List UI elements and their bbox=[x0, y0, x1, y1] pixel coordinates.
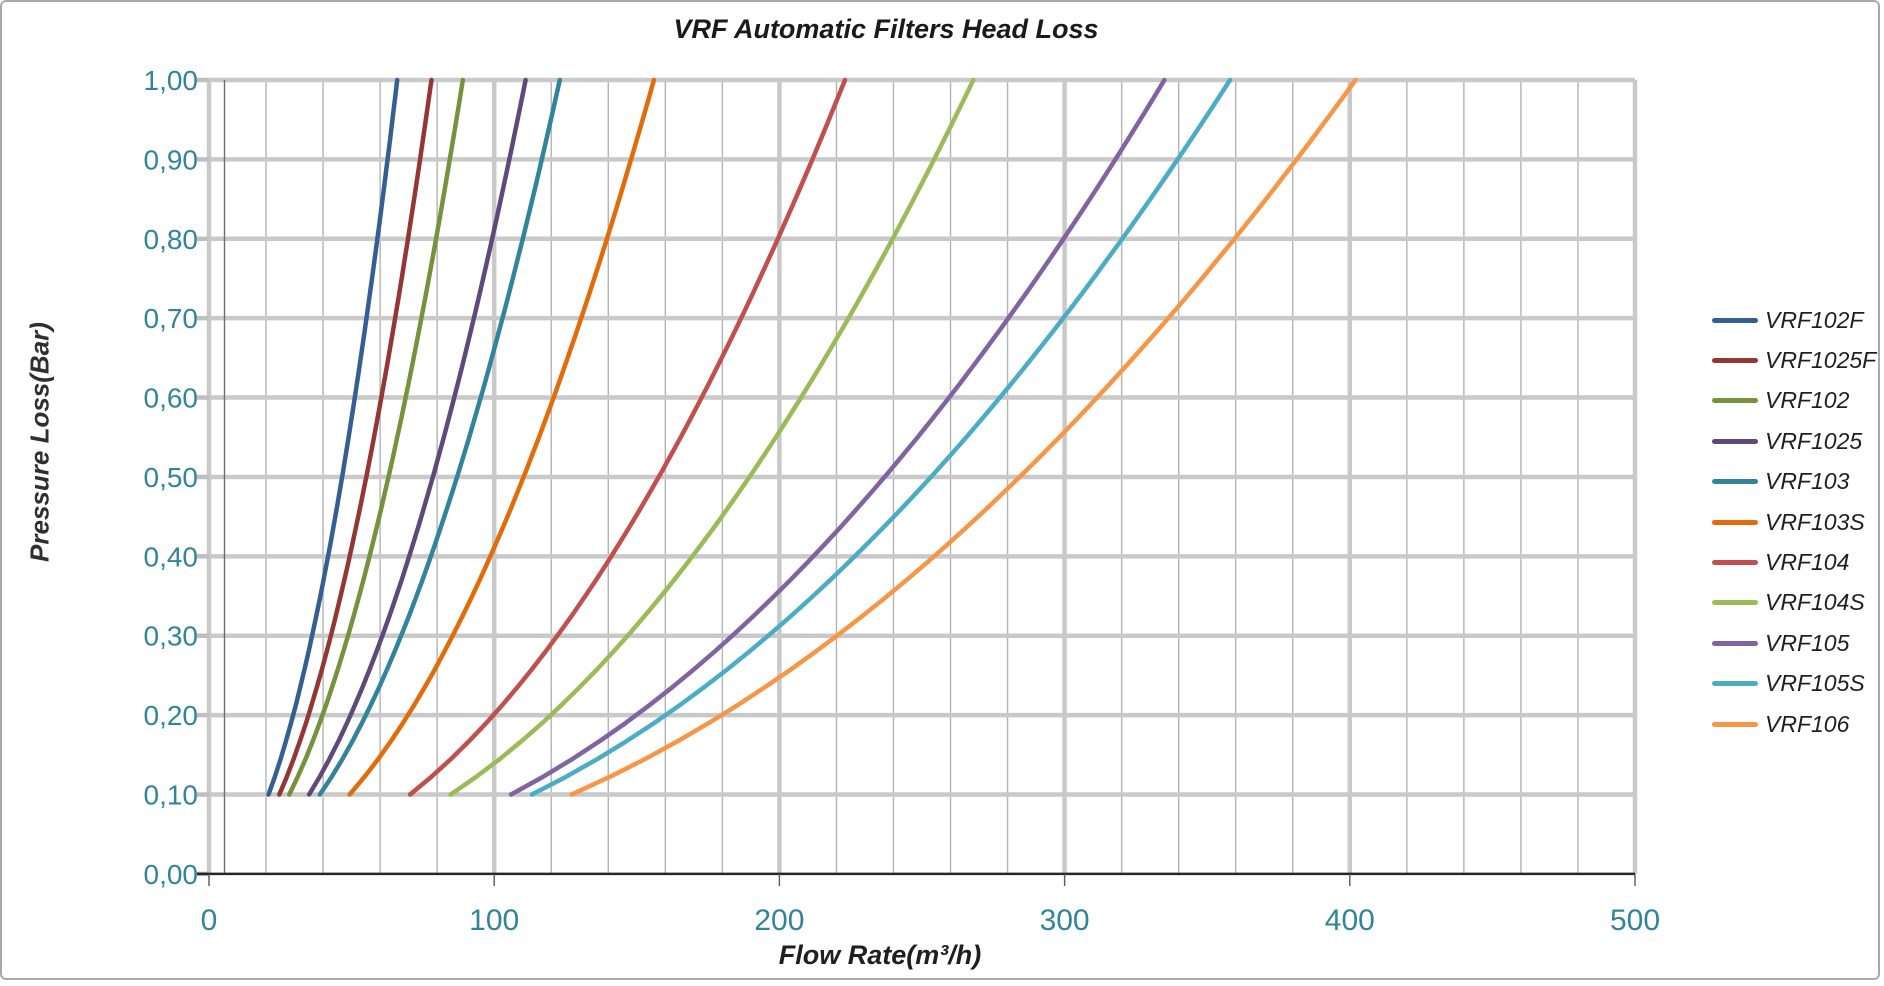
legend-item-VRF1025F[interactable]: VRF1025F bbox=[1712, 340, 1876, 380]
legend-swatch bbox=[1712, 600, 1758, 606]
legend-swatch bbox=[1712, 398, 1758, 404]
x-axis-title: Flow Rate(m³/h) bbox=[778, 940, 982, 970]
chart-title: VRF Automatic Filters Head Loss bbox=[673, 14, 1099, 44]
legend-item-VRF104S[interactable]: VRF104S bbox=[1712, 583, 1876, 623]
legend-label: VRF105 bbox=[1765, 629, 1850, 656]
legend-item-VRF105S[interactable]: VRF105S bbox=[1712, 664, 1876, 704]
x-tick-label: 300 bbox=[1040, 904, 1090, 937]
legend-swatch bbox=[1712, 438, 1758, 444]
legend-label: VRF103S bbox=[1765, 508, 1865, 535]
y-tick-label: 0,40 bbox=[144, 541, 199, 572]
y-tick-label: 0,20 bbox=[144, 700, 199, 731]
series-curve-VRF104S[interactable] bbox=[448, 77, 976, 797]
x-tick-label: 100 bbox=[469, 904, 519, 937]
legend-item-VRF102[interactable]: VRF102 bbox=[1712, 381, 1876, 421]
series-curve-VRF1025[interactable] bbox=[306, 77, 528, 797]
x-tick-label: 200 bbox=[754, 904, 804, 937]
y-tick-label: 0,00 bbox=[144, 859, 199, 890]
x-tick-label: 400 bbox=[1325, 904, 1375, 937]
legend-swatch bbox=[1712, 317, 1758, 323]
legend-label: VRF106 bbox=[1765, 710, 1850, 737]
y-tick-label: 0,30 bbox=[144, 621, 199, 652]
legend-swatch bbox=[1712, 519, 1758, 525]
legend-label: VRF1025F bbox=[1765, 347, 1877, 374]
legend-item-VRF104[interactable]: VRF104 bbox=[1712, 542, 1876, 582]
legend-swatch bbox=[1712, 640, 1758, 646]
series-curve-VRF105S[interactable] bbox=[529, 77, 1233, 797]
legend-swatch bbox=[1712, 721, 1758, 727]
legend-label: VRF103 bbox=[1765, 468, 1850, 495]
legend: VRF102F VRF1025F VRF102 VRF1025 VRF103 VRF103… bbox=[1712, 300, 1876, 744]
series-curve-VRF102[interactable] bbox=[287, 77, 466, 797]
legend-label: VRF105S bbox=[1765, 670, 1865, 697]
x-tick-label: 0 bbox=[201, 904, 218, 937]
series-curve-VRF106[interactable] bbox=[569, 77, 1358, 797]
legend-label: VRF104 bbox=[1765, 549, 1850, 576]
series-curve-VRF1025F[interactable] bbox=[277, 77, 434, 797]
y-tick-label: 0,50 bbox=[144, 462, 199, 493]
y-tick-label: 0,70 bbox=[144, 303, 199, 334]
legend-label: VRF104S bbox=[1765, 589, 1865, 616]
y-tick-label: 0,80 bbox=[144, 224, 199, 255]
legend-label: VRF102 bbox=[1765, 387, 1850, 414]
legend-item-VRF105[interactable]: VRF105 bbox=[1712, 623, 1876, 663]
series-curve-VRF104[interactable] bbox=[407, 77, 848, 797]
legend-label: VRF1025 bbox=[1765, 427, 1863, 454]
legend-swatch bbox=[1712, 479, 1758, 485]
legend-item-VRF103S[interactable]: VRF103S bbox=[1712, 502, 1876, 542]
legend-swatch bbox=[1712, 560, 1758, 566]
legend-swatch bbox=[1712, 681, 1758, 687]
y-tick-label: 0,60 bbox=[144, 383, 199, 414]
y-tick-label: 0,10 bbox=[144, 780, 199, 811]
legend-item-VRF1025[interactable]: VRF1025 bbox=[1712, 421, 1876, 461]
series-curve-VRF102F[interactable] bbox=[266, 77, 400, 797]
series-curve-VRF103S[interactable] bbox=[347, 77, 657, 797]
legend-item-VRF102F[interactable]: VRF102F bbox=[1712, 300, 1876, 340]
y-tick-label: 1,00 bbox=[144, 65, 199, 96]
legend-item-VRF106[interactable]: VRF106 bbox=[1712, 704, 1876, 744]
legend-item-VRF103[interactable]: VRF103 bbox=[1712, 462, 1876, 502]
x-tick-label: 500 bbox=[1610, 904, 1660, 937]
series-curve-VRF105[interactable] bbox=[508, 77, 1167, 797]
legend-label: VRF102F bbox=[1765, 306, 1864, 333]
series-curve-VRF103[interactable] bbox=[317, 77, 563, 797]
y-tick-label: 0,90 bbox=[144, 144, 199, 175]
legend-swatch bbox=[1712, 358, 1758, 364]
